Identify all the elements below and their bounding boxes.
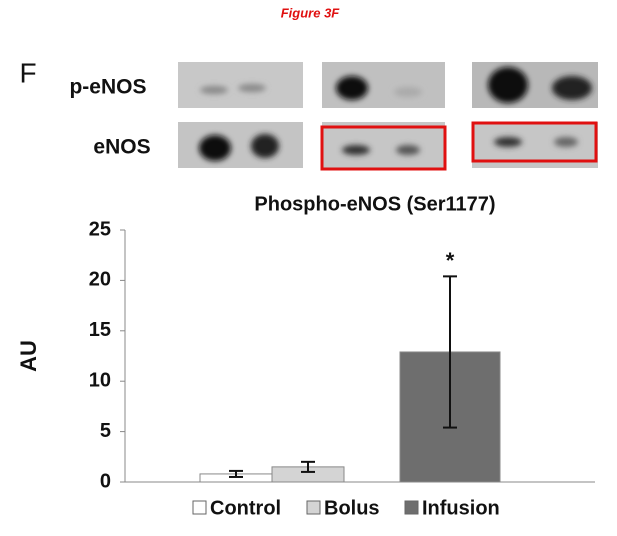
y-tick-label: 20 <box>89 269 111 291</box>
y-tick-label: 0 <box>100 470 111 492</box>
blot-images <box>178 62 598 171</box>
legend-label: Infusion <box>422 497 500 519</box>
legend-label: Bolus <box>324 497 380 519</box>
legend-swatch <box>306 500 321 515</box>
chart-title: Phospho-eNOS (Ser1177) <box>254 193 495 215</box>
blot-label: eNOS <box>93 136 150 159</box>
y-axis-label: AU <box>16 340 41 372</box>
annotation: * <box>446 248 455 273</box>
figure-label: Figure 3F <box>281 5 341 20</box>
legend-swatch <box>404 500 419 515</box>
panel-label: F <box>19 57 36 88</box>
legend-label: Control <box>210 497 281 519</box>
y-tick-label: 15 <box>89 319 111 341</box>
blot-label: p-eNOS <box>69 76 146 99</box>
y-tick-label: 10 <box>89 369 111 391</box>
legend-swatch <box>192 500 207 515</box>
y-tick-label: 5 <box>100 420 111 442</box>
y-tick-label: 25 <box>89 218 111 240</box>
